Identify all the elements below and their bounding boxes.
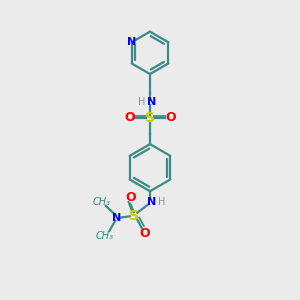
Text: O: O	[125, 191, 136, 205]
Text: CH₃: CH₃	[92, 196, 110, 206]
Text: H: H	[158, 196, 165, 206]
Text: O: O	[140, 227, 150, 240]
Text: O: O	[165, 111, 176, 124]
Text: N: N	[147, 97, 156, 107]
Text: H: H	[138, 97, 146, 107]
Text: N: N	[147, 196, 156, 206]
Text: S: S	[145, 111, 155, 125]
Text: CH₃: CH₃	[96, 231, 114, 241]
Text: O: O	[124, 111, 135, 124]
Text: N: N	[112, 213, 122, 223]
Text: N: N	[127, 37, 136, 47]
Text: S: S	[129, 209, 139, 223]
